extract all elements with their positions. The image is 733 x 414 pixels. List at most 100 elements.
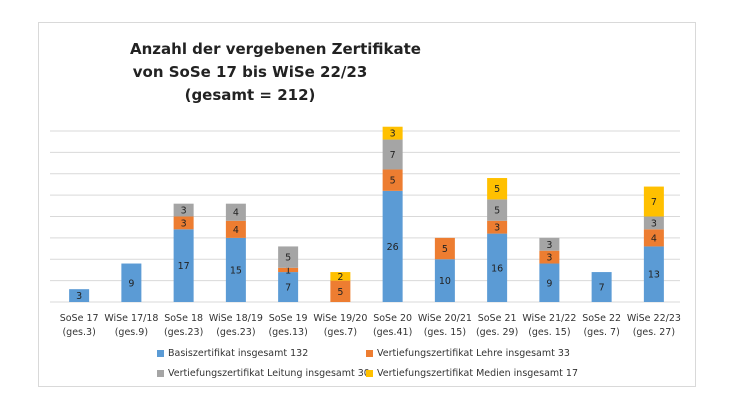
bar-segment xyxy=(539,237,560,251)
bar-segment xyxy=(382,169,403,191)
bar-segment xyxy=(278,272,299,302)
x-tick-label: (ges.3) xyxy=(62,327,95,338)
data-label: 7 xyxy=(651,197,657,208)
bar-segment xyxy=(121,263,142,302)
data-label: 4 xyxy=(233,225,239,236)
data-label: 3 xyxy=(651,218,657,229)
data-label: 5 xyxy=(285,253,291,264)
x-tick-label: WiSe 21/22 xyxy=(522,313,576,324)
x-tick-label: SoSe 22 xyxy=(582,313,621,324)
data-label: 1 xyxy=(285,265,291,276)
data-label: 10 xyxy=(439,276,451,287)
legend-item-medien: Vertiefungszertifikat Medien insgesamt 1… xyxy=(366,368,578,379)
bar-segment xyxy=(278,267,299,273)
bar-segment xyxy=(487,178,508,200)
legend-swatch xyxy=(366,350,373,357)
data-label: 5 xyxy=(337,287,343,298)
x-tick-label: SoSe 19 xyxy=(269,313,308,324)
data-label: 3 xyxy=(181,218,187,229)
x-tick-label: WiSe 22/23 xyxy=(627,313,681,324)
chart-frame xyxy=(38,22,696,387)
data-label: 3 xyxy=(546,253,552,264)
legend-item-leitung: Vertiefungszertifikat Leitung insgesamt … xyxy=(157,368,370,379)
chart-title-line-2: von SoSe 17 bis WiSe 22/23 xyxy=(132,63,368,81)
x-tick-label: SoSe 20 xyxy=(373,313,412,324)
data-label: 7 xyxy=(599,283,605,294)
data-label: 9 xyxy=(546,278,552,289)
data-label: 3 xyxy=(181,206,187,217)
legend-item-basis: Basiszertifikat insgesamt 132 xyxy=(157,348,308,359)
x-tick-label: (ges.9) xyxy=(115,327,148,338)
data-label: 2 xyxy=(337,272,343,283)
bar-segment xyxy=(330,280,351,302)
x-tick-label: (ges. 29) xyxy=(476,327,518,338)
bar-segment xyxy=(643,246,664,302)
bar-segment xyxy=(643,186,664,217)
bar-segment xyxy=(225,203,246,221)
legend-swatch xyxy=(157,350,164,357)
legend-label: Vertiefungszertifikat Lehre insgesamt 33 xyxy=(377,348,570,359)
x-tick-label: SoSe 18 xyxy=(164,313,203,324)
chart-title: Anzahl der vergebenen Zertifikate von So… xyxy=(130,38,421,107)
x-tick-label: SoSe 21 xyxy=(478,313,517,324)
bar-segment xyxy=(643,216,664,230)
bar-segment xyxy=(487,199,508,221)
x-tick-label: (ges.23) xyxy=(216,327,255,338)
bar-segment xyxy=(278,246,299,268)
x-tick-label: (ges.23) xyxy=(164,327,203,338)
data-label: 7 xyxy=(285,283,291,294)
legend-label: Vertiefungszertifikat Leitung insgesamt … xyxy=(168,368,370,379)
bar-segment xyxy=(487,233,508,302)
bar-segment xyxy=(225,237,246,302)
x-tick-label: (ges.13) xyxy=(268,327,307,338)
x-tick-label: (ges. 27) xyxy=(633,327,675,338)
data-label: 15 xyxy=(230,265,242,276)
x-tick-label: WiSe 19/20 xyxy=(313,313,367,324)
legend-item-lehre: Vertiefungszertifikat Lehre insgesamt 33 xyxy=(366,348,570,359)
bar-segment xyxy=(69,289,90,302)
legend-swatch xyxy=(157,370,164,377)
bar-segment xyxy=(382,139,403,170)
data-label: 5 xyxy=(390,176,396,187)
bar-segment xyxy=(225,220,246,238)
data-label: 3 xyxy=(390,129,396,140)
chart-title-line-3: (gesamt = 212) xyxy=(184,86,316,104)
data-label: 5 xyxy=(494,206,500,217)
x-tick-label: (ges.41) xyxy=(373,327,412,338)
data-label: 17 xyxy=(178,261,190,272)
data-label: 4 xyxy=(651,233,657,244)
bar-segment xyxy=(591,272,612,302)
chart-title-line-1: Anzahl der vergebenen Zertifikate xyxy=(130,40,421,58)
x-tick-label: WiSe 18/19 xyxy=(209,313,263,324)
data-label: 4 xyxy=(233,208,239,219)
data-label: 16 xyxy=(491,263,503,274)
legend-label: Vertiefungszertifikat Medien insgesamt 1… xyxy=(377,368,579,379)
bar-segment xyxy=(173,216,194,230)
data-label: 5 xyxy=(494,184,500,195)
bar-segment xyxy=(382,190,403,302)
bar-segment xyxy=(330,272,351,281)
legend-swatch xyxy=(366,370,373,377)
data-label: 3 xyxy=(76,291,82,302)
x-tick-label: WiSe 20/21 xyxy=(418,313,472,324)
bar-segment xyxy=(487,220,508,234)
bar-segment xyxy=(173,229,194,302)
data-label: 26 xyxy=(387,242,399,253)
bar-segment xyxy=(382,126,403,140)
bar-segment xyxy=(643,229,664,247)
bar-segment xyxy=(434,259,455,302)
x-tick-label: (ges. 7) xyxy=(583,327,619,338)
data-label: 13 xyxy=(648,270,660,281)
bar-segment xyxy=(173,203,194,217)
bar-segment xyxy=(434,237,455,260)
x-tick-label: (ges.7) xyxy=(324,327,357,338)
data-label: 5 xyxy=(442,244,448,255)
bar-segment xyxy=(539,263,560,302)
x-tick-label: SoSe 17 xyxy=(60,313,99,324)
data-label: 3 xyxy=(494,223,500,234)
x-tick-label: WiSe 17/18 xyxy=(104,313,158,324)
data-label: 9 xyxy=(128,278,134,289)
data-label: 3 xyxy=(546,240,552,251)
legend-label: Basiszertifikat insgesamt 132 xyxy=(168,348,309,359)
